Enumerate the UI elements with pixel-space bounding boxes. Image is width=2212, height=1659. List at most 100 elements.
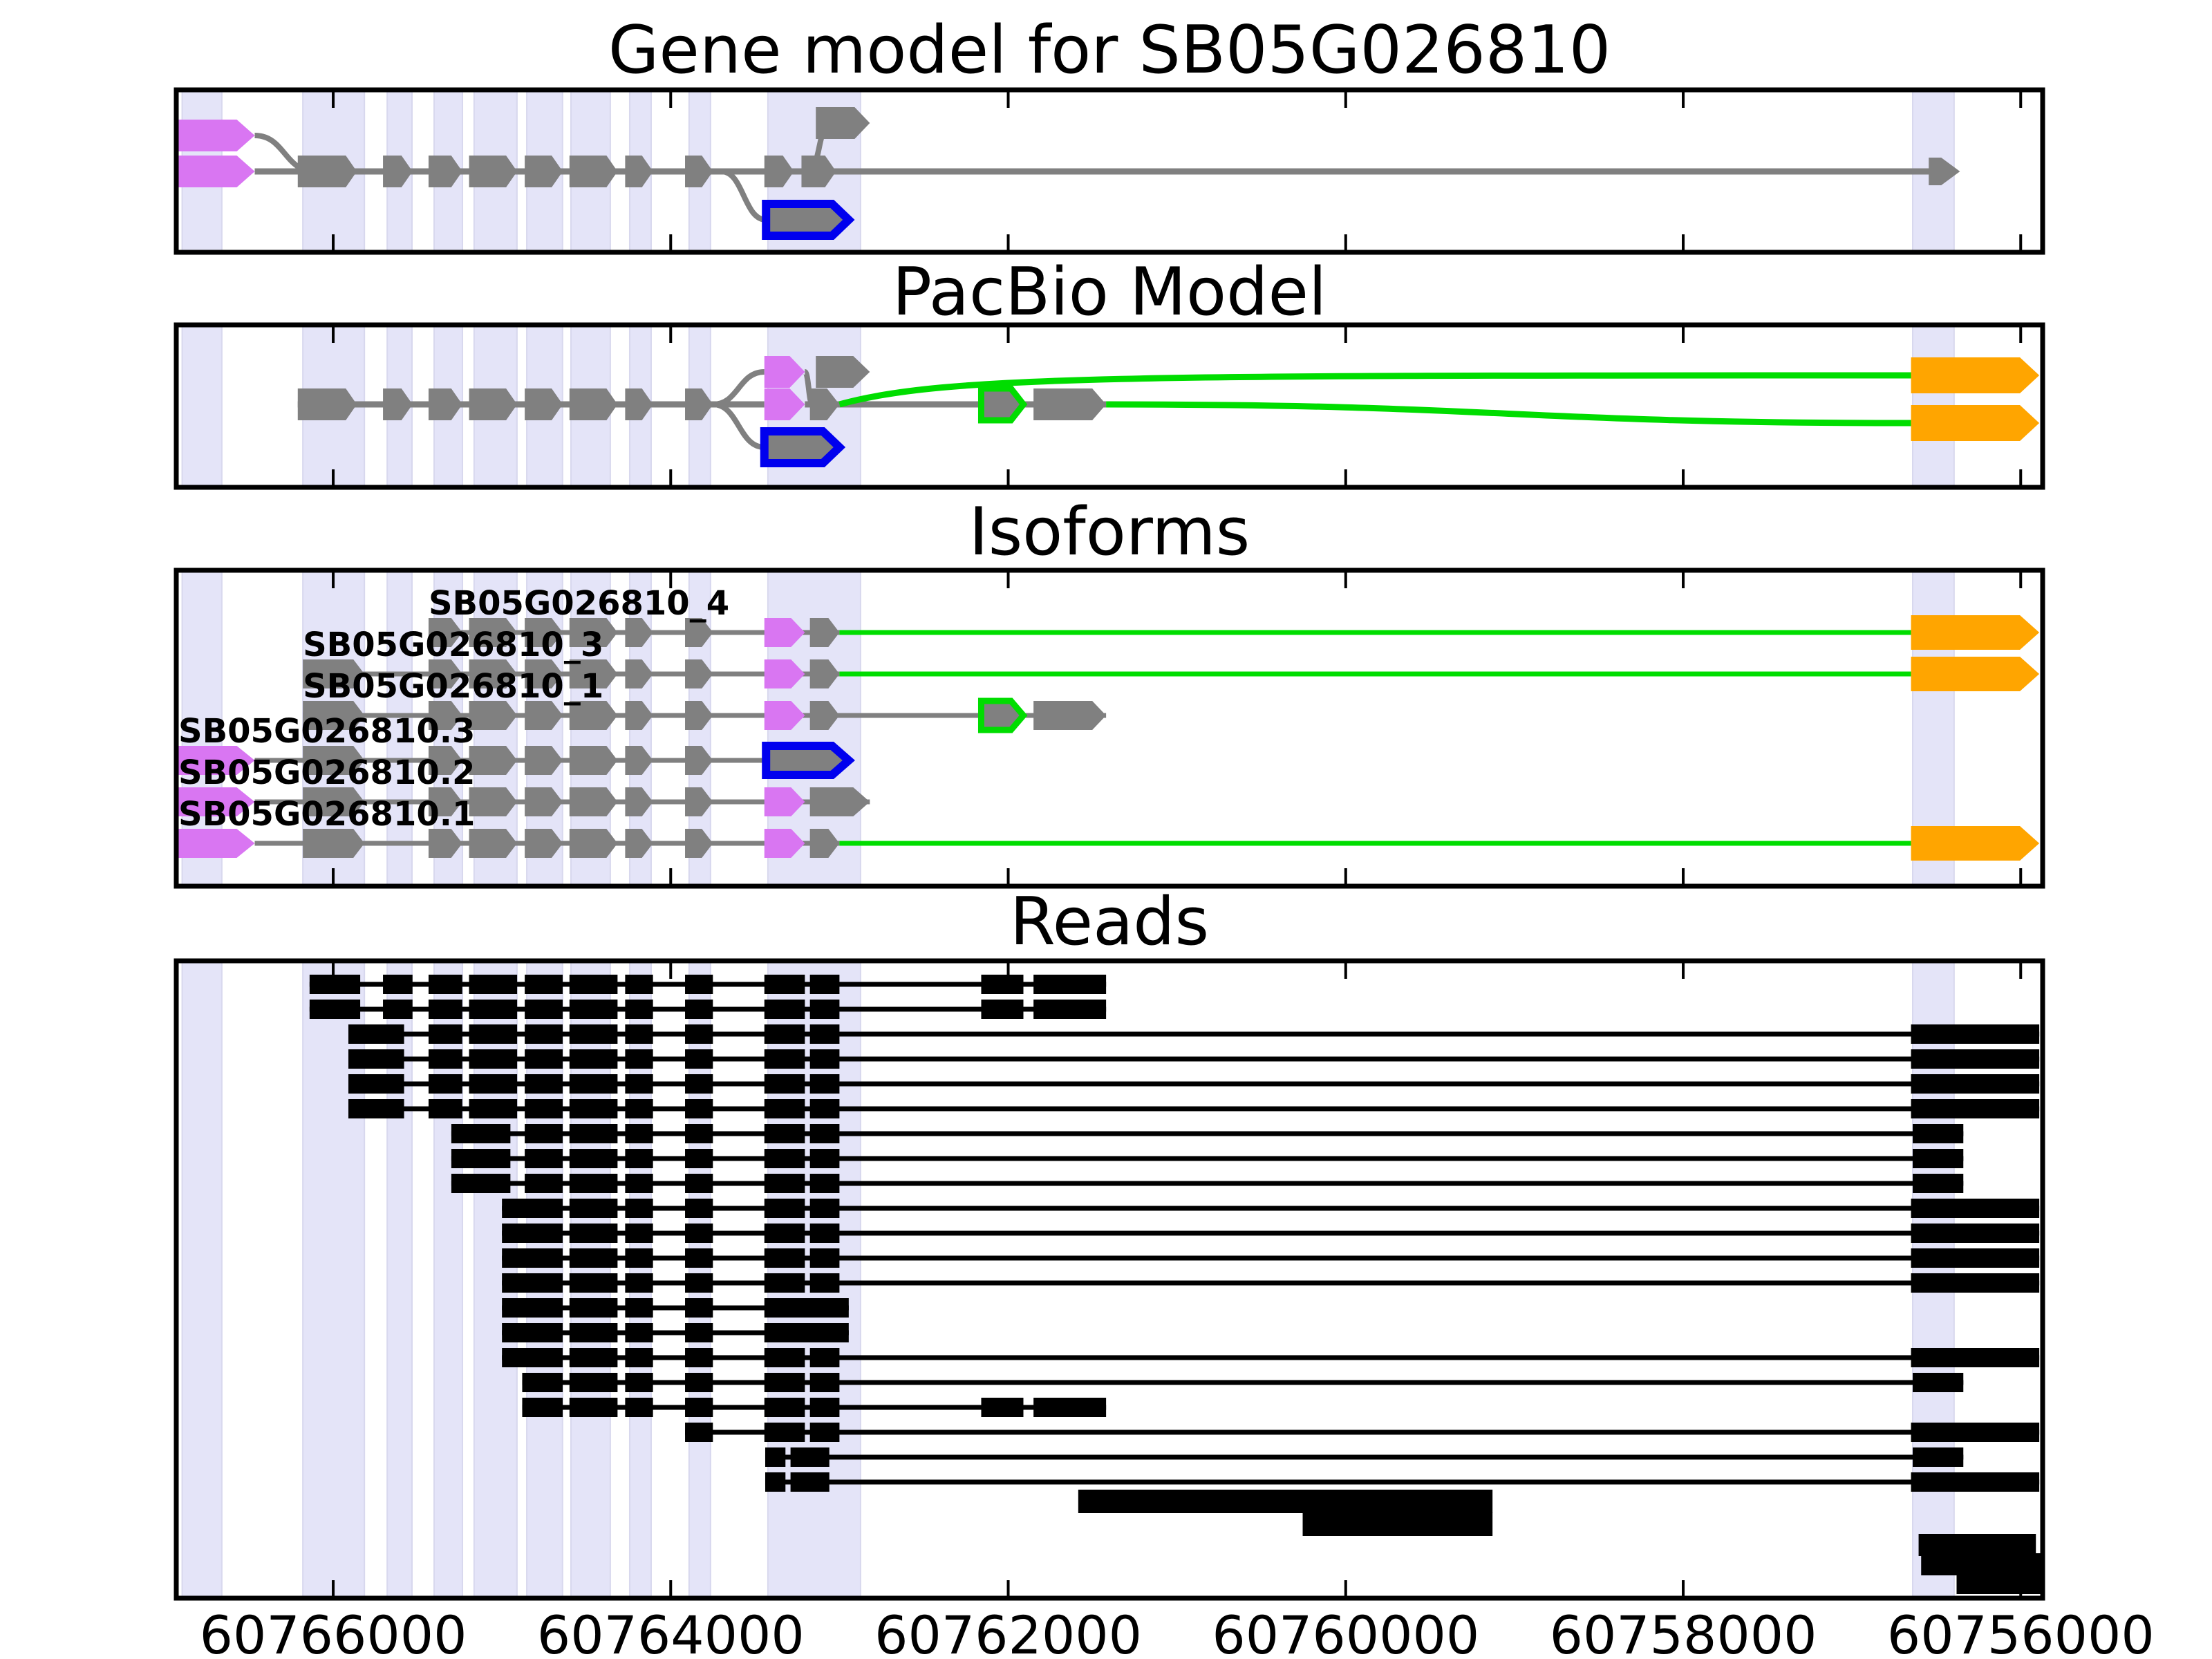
read-exon-block (625, 1323, 653, 1342)
read-exon-block (809, 1049, 840, 1069)
read-row (502, 1248, 2040, 1268)
splice-curve (838, 372, 1911, 408)
panel-border (174, 568, 2045, 889)
exon-block (1911, 357, 2040, 393)
gene-model-panel (176, 107, 1960, 240)
isoform-label: SB05G026810.1 (178, 795, 475, 834)
read-exon-block (809, 1024, 840, 1044)
x-tick-label: 60764000 (537, 1604, 805, 1659)
exon-block (685, 618, 713, 647)
read-exon-block (1911, 1024, 2040, 1044)
read-row (451, 1174, 1964, 1193)
read-exon-block (685, 1074, 713, 1094)
read-exon-block (809, 1398, 840, 1417)
read-exon-block (765, 1472, 786, 1492)
x-tick-label: 60766000 (200, 1604, 467, 1659)
read-exon-block (502, 1199, 563, 1218)
read-exon-block (625, 1348, 653, 1367)
read-exon-block (1911, 1472, 2040, 1492)
read-exon-block (469, 1049, 518, 1069)
read-exon-block (625, 1199, 653, 1218)
splice-curve (712, 369, 765, 407)
read-exon-block (809, 1000, 840, 1019)
read-exon-block (1911, 1224, 2040, 1243)
read-exon-block (764, 1248, 805, 1268)
read-exon-block (1078, 1490, 1493, 1513)
read-exon-block (525, 1099, 563, 1118)
exon-block (428, 746, 462, 775)
read-exon-block (522, 1398, 563, 1417)
utr-block (176, 746, 255, 775)
exon-block (525, 659, 563, 688)
read-exon-block (525, 1049, 563, 1069)
exon-block (809, 829, 840, 858)
exon-block (383, 156, 413, 187)
exon-block (1033, 701, 1107, 730)
read-exon-block (1911, 1423, 2040, 1442)
read-exon-block (685, 1124, 713, 1143)
exon-block (569, 388, 618, 420)
exon-block (685, 829, 713, 858)
exon-block (469, 701, 518, 730)
read-exon-block (502, 1298, 563, 1318)
read-row (502, 1199, 2040, 1218)
utr-block (764, 618, 805, 647)
exon-block (469, 618, 518, 647)
isoform-row: SB05G026810.1 (176, 795, 2040, 861)
outlined-exon-block (977, 385, 1028, 424)
isoform-row: SB05G026810.2 (176, 753, 870, 816)
read-exon-block (469, 975, 518, 994)
exon-block (428, 701, 462, 730)
exon-block (685, 659, 713, 688)
read-row (1302, 1512, 1493, 1536)
read-exon-block (625, 1099, 653, 1118)
read-exon-block (685, 1323, 713, 1342)
read-exon-block (764, 1323, 849, 1342)
exon-block (685, 787, 713, 816)
read-exon-block (569, 1174, 618, 1193)
read-exon-block (428, 1099, 462, 1118)
read-exon-block (764, 1423, 805, 1442)
read-exon-block (685, 1149, 713, 1168)
read-exon-block (1302, 1512, 1493, 1536)
outlined-exon-block (977, 697, 1028, 733)
read-exon-block (685, 1049, 713, 1069)
exon-block (625, 156, 653, 187)
read-exon-block (625, 1149, 653, 1168)
read-exon-block (1956, 1572, 2043, 1594)
read-exon-block (525, 1000, 563, 1019)
read-row (451, 1149, 1964, 1168)
read-exon-block (525, 1174, 563, 1193)
exon-block (469, 787, 518, 816)
exon-block (569, 156, 618, 187)
read-exon-block (428, 1074, 462, 1094)
read-exon-block (764, 1099, 805, 1118)
read-exon-block (809, 1199, 840, 1218)
utr-block (764, 787, 805, 816)
read-exon-block (428, 1024, 462, 1044)
splice-curve (1106, 401, 1911, 427)
read-exon-block (1911, 1273, 2040, 1293)
exon-block (625, 746, 653, 775)
isoforms-panel-title: Isoforms (969, 494, 1250, 570)
read-row (348, 1099, 2040, 1118)
utr-block (176, 829, 255, 858)
exon-block (1911, 826, 2040, 861)
read-exon-block (764, 1024, 805, 1044)
read-exon-block (685, 1348, 713, 1367)
read-exon-block (1911, 1099, 2040, 1118)
read-row (502, 1298, 849, 1318)
isoform-label: SB05G026810_1 (303, 667, 603, 706)
read-row (522, 1373, 1964, 1392)
panel-borders (174, 87, 2045, 1601)
read-exon-block (809, 1248, 840, 1268)
read-exon-block (625, 1024, 653, 1044)
exon-block (816, 107, 870, 139)
read-exon-block (569, 1099, 618, 1118)
read-exon-block (685, 1000, 713, 1019)
exon-block (428, 787, 462, 816)
read-exon-block (522, 1373, 563, 1392)
read-exon-block (685, 1224, 713, 1243)
read-exon-block (348, 1049, 404, 1069)
read-exon-block (809, 1099, 840, 1118)
